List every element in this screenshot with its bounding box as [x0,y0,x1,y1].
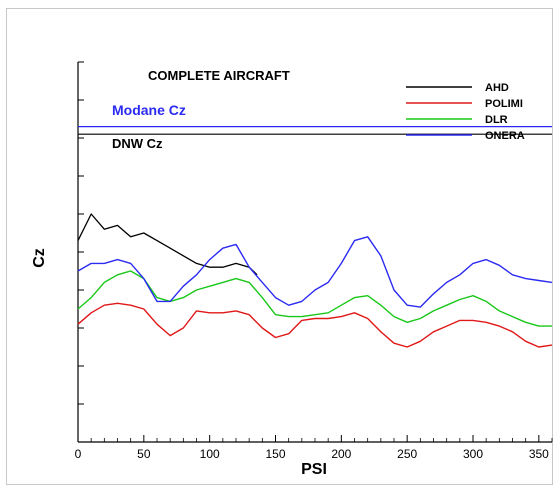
x-tick-label: 250 [397,447,417,461]
series-line-ahd [77,213,258,276]
series-line-onera [77,236,553,308]
x-ticks: 0 50 100 150 200 250 300 350 [75,435,549,461]
legend-label-polimi: POLIMI [485,98,523,110]
x-axis-label: PSI [301,461,327,478]
legend-label-ahd: AHD [485,82,509,94]
x-tick-label: 0 [75,447,82,461]
series-layer [77,213,553,348]
x-tick-label: 200 [331,447,351,461]
x-tick-label: 300 [463,447,483,461]
y-ticks [78,61,84,443]
modane-reference-label: Modane Cz [112,102,186,118]
x-tick-label: 150 [265,447,285,461]
series-line-dlr [77,270,552,327]
x-minor-ticks [90,438,553,442]
chart-title: COMPLETE AIRCRAFT [148,68,290,83]
legend-label-onera: ONERA [485,130,525,142]
legend-label-dlr: DLR [485,114,508,126]
x-tick-label: 50 [137,447,151,461]
x-tick-label: 350 [529,447,549,461]
legend: AHD POLIMI DLR ONERA [406,82,525,142]
dnw-reference-label: DNW Cz [112,136,163,151]
x-tick-label: 100 [200,447,220,461]
y-axis-label: Cz [31,248,48,268]
series-line-polimi [77,302,553,348]
